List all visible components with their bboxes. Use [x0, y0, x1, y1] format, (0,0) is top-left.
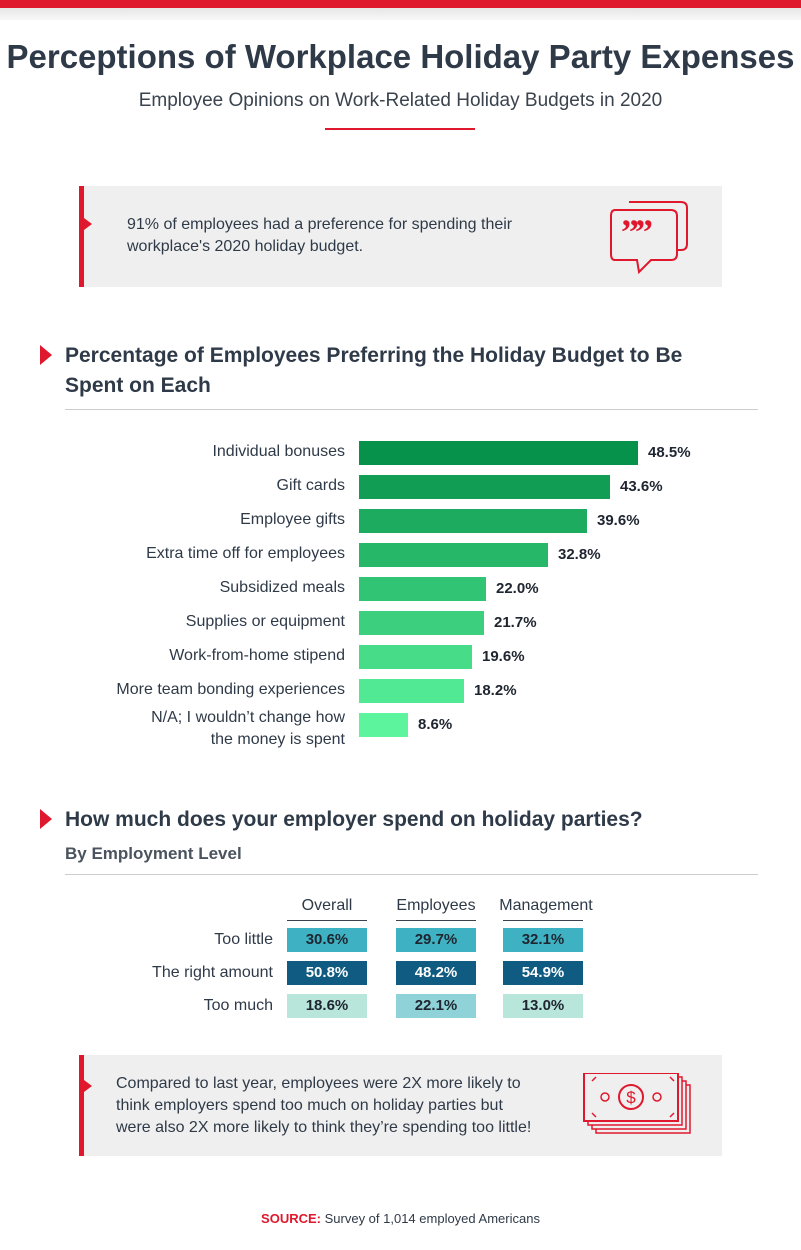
callout-text-line: were also 2X more likely to think they’r…: [116, 1119, 532, 1136]
callout-text-line: think employers spend too much on holida…: [116, 1097, 503, 1114]
table-cell: 32.1%: [503, 928, 583, 952]
bar: [359, 611, 484, 635]
table-cell: 54.9%: [503, 961, 583, 985]
bar-value-label: 48.5%: [648, 444, 691, 461]
callout-accent: [79, 1055, 84, 1156]
section-marker: [40, 809, 52, 829]
bar-category-label: Subsidized meals: [219, 579, 345, 596]
callout-pointer: [84, 1080, 92, 1092]
bar: [359, 475, 610, 499]
row-label: Too much: [203, 997, 273, 1014]
bar: [359, 543, 548, 567]
page-subtitle: Employee Opinions on Work-Related Holida…: [138, 90, 663, 111]
bar-category-label: More team bonding experiences: [116, 681, 345, 698]
section-divider: [65, 874, 758, 875]
source-note: SOURCE: Survey of 1,014 employed America…: [0, 1211, 801, 1226]
quote-speech-bubbles-icon: ” ”: [610, 201, 688, 275]
column-header: Employees: [396, 897, 476, 914]
table-cell: 48.2%: [396, 961, 476, 985]
section-title: Percentage of Employees Preferring the H…: [65, 341, 682, 401]
row-label: Too little: [214, 931, 273, 948]
table-cell: 18.6%: [287, 994, 367, 1018]
bar: [359, 441, 638, 465]
callout-text: Compared to last year, employees were 2X…: [116, 1073, 531, 1139]
comparison-callout: Compared to last year, employees were 2X…: [79, 1055, 722, 1156]
bar: [359, 509, 587, 533]
bar-value-label: 8.6%: [418, 716, 453, 733]
column-header: Management: [499, 897, 593, 914]
stat-callout: 91% of employees had a preference for sp…: [79, 186, 722, 287]
callout-text-line: 91% of employees had a preference for sp…: [127, 216, 513, 233]
money-bills-icon: $: [583, 1073, 691, 1134]
bar-category-label: Extra time off for employees: [146, 545, 345, 562]
table-cell: 29.7%: [396, 928, 476, 952]
section-marker: [40, 345, 52, 365]
row-label: The right amount: [152, 964, 273, 981]
callout-text-line: Compared to last year, employees were 2X…: [116, 1075, 521, 1092]
section-title: How much does your employer spend on hol…: [65, 808, 643, 831]
bar-category-label: Work-from-home stipend: [169, 647, 345, 664]
top-accent-bar: [0, 0, 801, 8]
bar-category-label: Supplies or equipment: [185, 613, 345, 630]
bar: [359, 713, 408, 737]
bar: [359, 679, 464, 703]
bar: [359, 645, 472, 669]
source-text: Survey of 1,014 employed Americans: [324, 1211, 540, 1226]
page-title: Perceptions of Workplace Holiday Party E…: [6, 38, 795, 75]
callout-pointer: [84, 218, 92, 230]
bar-category-label: Employee gifts: [240, 511, 345, 528]
bar-category-label: N/A; I wouldn’t change how the money is s…: [151, 709, 345, 748]
table-cell: 30.6%: [287, 928, 367, 952]
svg-text:”: ”: [635, 212, 653, 252]
bar-value-label: 21.7%: [494, 614, 537, 631]
bar-category-label: Gift cards: [276, 477, 345, 494]
section-title-line: Percentage of Employees Preferring the H…: [65, 344, 683, 367]
bar-category-label: Individual bonuses: [212, 443, 345, 460]
section-subtitle: By Employment Level: [65, 844, 242, 863]
table-cell: 22.1%: [396, 994, 476, 1018]
section-divider: [65, 409, 758, 410]
top-shadow-bar: [0, 8, 801, 20]
column-header-rule: [396, 920, 476, 921]
column-header-rule: [503, 920, 583, 921]
svg-text:$: $: [626, 1088, 636, 1107]
bar: [359, 577, 486, 601]
column-header-rule: [287, 920, 367, 921]
bar-value-label: 32.8%: [558, 546, 601, 563]
callout-text: 91% of employees had a preference for sp…: [127, 214, 512, 258]
svg-text:”: ”: [621, 212, 639, 252]
bar-value-label: 19.6%: [482, 648, 525, 665]
section-title-line: Spent on Each: [65, 374, 211, 397]
callout-accent: [79, 186, 84, 287]
table-cell: 13.0%: [503, 994, 583, 1018]
bar-value-label: 18.2%: [474, 682, 517, 699]
table-cell: 50.8%: [287, 961, 367, 985]
source-label: SOURCE:: [261, 1211, 321, 1226]
column-header: Overall: [301, 897, 353, 914]
bar-value-label: 43.6%: [620, 478, 663, 495]
bar-value-label: 39.6%: [597, 512, 640, 529]
bar-value-label: 22.0%: [496, 580, 539, 597]
callout-text-line: workplace's 2020 holiday budget.: [127, 238, 364, 255]
title-divider: [325, 128, 475, 130]
